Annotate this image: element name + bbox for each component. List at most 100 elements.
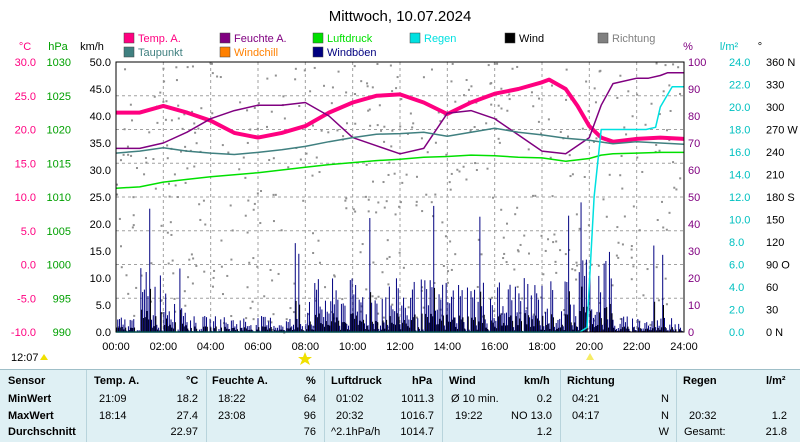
direction-point [360,80,363,83]
direction-point [619,74,622,77]
direction-tick-label: 270 W [766,125,798,137]
direction-point [554,260,557,263]
direction-point [638,229,641,232]
direction-point [581,127,584,130]
direction-point [268,159,271,162]
plot-frame [115,61,685,333]
legend-label: Regen [424,33,456,45]
direction-point [619,317,622,320]
sunset-marker [586,353,594,360]
legend-swatch [312,46,324,58]
direction-point [502,236,505,239]
direction-point [183,113,186,116]
legend-swatch [597,32,609,44]
direction-point [209,62,212,65]
direction-point [181,127,184,130]
wind-tick-label: 35.0 [90,138,111,150]
pressure-value: 1014.7 [400,426,434,438]
pressure-tick-label: 990 [53,327,71,339]
direction-point [664,64,667,67]
direction-point [174,310,177,313]
humidity-tick-label: 70 [688,138,700,150]
direction-point [365,163,368,166]
direction-point [253,106,256,109]
rain-tick-label: 16.0 [729,147,750,159]
humidity-tick-label: 90 [688,84,700,96]
direction-point [551,195,554,198]
direction-point [116,183,119,186]
direction-point [354,93,357,96]
direction-point [211,285,214,288]
direction-point [430,68,433,71]
direction-point [160,224,163,227]
legend-label: Windchill [234,47,278,59]
direction-point [430,201,433,204]
direction-point [621,187,624,190]
direction-point [190,253,193,256]
wind-tick-label: 40.0 [90,111,111,123]
direction-point [345,197,348,200]
header-sensor: Sensor [8,375,46,387]
direction-point [211,72,214,75]
direction-point [611,284,614,287]
direction-point [272,157,275,160]
humidity-time: 18:22 [218,393,246,405]
direction-point [401,181,404,184]
direction-point [469,128,472,131]
series-line [115,127,685,156]
direction-point [646,268,649,271]
series-line [115,151,684,189]
direction-point [675,188,678,191]
direction-point [415,200,418,203]
direction-point [550,84,553,87]
direction-point [270,321,273,324]
direction-point [359,251,362,254]
direction-point [586,327,589,330]
direction-point [668,211,671,214]
direction-point [569,175,572,178]
direction-point [389,64,392,67]
direction-point [283,117,286,120]
direction-point [175,79,178,82]
direction-point [476,285,479,288]
direction-point [272,220,275,223]
direction-point [490,82,493,85]
humidity-tick-label: 50 [688,192,700,204]
direction-point [372,261,375,264]
row-label: Durchschnitt [8,426,76,438]
direction-point [270,110,273,113]
direction-point [177,117,180,120]
direction-point [502,257,505,260]
humidity-tick-label: 100 [688,57,706,69]
direction-point [123,128,126,131]
direction-point [544,249,547,252]
direction-point [593,319,596,322]
direction-point [407,306,410,309]
direction-point [244,176,247,179]
direction-point [191,282,194,285]
row-label: MinWert [8,393,52,405]
direction-time: 04:17 [572,410,600,422]
direction-point [658,113,661,116]
direction-point [383,140,386,143]
direction-point [345,207,348,210]
direction-point [530,91,533,94]
legend-label: Richtung [612,33,655,45]
pressure-tick-label: 1010 [47,192,71,204]
direction-point [630,245,633,248]
direction-point [630,248,633,251]
direction-point [658,149,661,152]
direction-point [497,137,500,140]
temp-value: 22.97 [170,426,198,438]
direction-point [632,265,635,268]
direction-point [280,229,283,232]
wind-unit-label: km/h [80,41,104,53]
direction-point [565,68,568,71]
x-tick-label: 06:00 [244,341,272,353]
direction-point [563,308,566,311]
direction-point [249,128,252,131]
humidity-tick-label: 60 [688,165,700,177]
direction-point [307,313,310,316]
direction-point [540,234,543,237]
row-label: MaxWert [8,410,54,422]
